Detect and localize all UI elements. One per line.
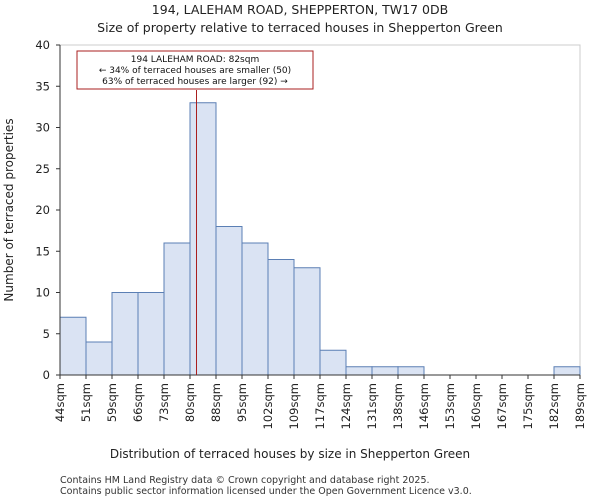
annotation-line-2: ← 34% of terraced houses are smaller (50… — [99, 66, 291, 76]
footer-line-2: Contains public sector information licen… — [60, 486, 472, 497]
axes: 0 5 10 15 20 25 30 35 40 44sqm 51sqm 59sqm 66sqm 73sq… — [35, 38, 587, 429]
x-tick-label: 131sqm — [365, 383, 379, 429]
footer-line-1: Contains HM Land Registry data © Crown c… — [60, 475, 430, 486]
y-tick-label: 30 — [35, 121, 50, 135]
bar-44sqm — [59, 316, 87, 376]
x-tick-label: 88sqm — [209, 383, 223, 422]
x-axis-label: Distribution of terraced houses by size … — [110, 447, 470, 461]
annotation-frame — [76, 50, 314, 90]
y-tick-label: 20 — [35, 203, 50, 217]
x-tick-label: 73sqm — [157, 383, 171, 422]
x-tick-label: 80sqm — [183, 383, 197, 422]
x-tick-label: 138sqm — [391, 383, 405, 429]
annotation-box: 194 LALEHAM ROAD: 82sqm ← 34% of terrace… — [76, 50, 314, 90]
x-tick-label: 182sqm — [547, 383, 561, 429]
x-tick-label: 51sqm — [79, 383, 93, 422]
x-tick-label: 146sqm — [417, 383, 431, 429]
x-tick-label: 44sqm — [53, 383, 67, 422]
y-tick-label: 0 — [43, 368, 50, 382]
annotation-line-3: 63% of terraced houses are larger (92) → — [102, 77, 288, 87]
bar-80sqm — [189, 102, 217, 376]
x-tick-label: 189sqm — [573, 383, 587, 429]
bar-117sqm — [319, 349, 347, 376]
y-tick-label: 15 — [35, 244, 50, 258]
y-tick-label: 5 — [43, 327, 50, 341]
x-tick-label: 59sqm — [105, 383, 119, 422]
bar-182sqm — [553, 366, 581, 376]
bar-66sqm — [137, 292, 165, 376]
bar-131sqm — [371, 366, 399, 376]
bars — [59, 102, 581, 376]
x-tick-label: 167sqm — [495, 383, 509, 429]
x-tick-label: 95sqm — [235, 383, 249, 422]
bar-88sqm — [215, 226, 243, 376]
bar-102sqm — [267, 259, 295, 376]
x-tick-label: 109sqm — [287, 383, 301, 429]
chart-title: 194, LALEHAM ROAD, SHEPPERTON, TW17 0DB — [152, 2, 448, 17]
y-tick-label: 25 — [35, 162, 50, 176]
x-tick-label: 102sqm — [261, 383, 275, 429]
bar-95sqm — [241, 242, 269, 376]
x-tick-label: 117sqm — [313, 383, 327, 429]
y-tick-label: 40 — [35, 38, 50, 52]
bar-124sqm — [345, 366, 373, 376]
x-tick-label: 175sqm — [521, 383, 535, 429]
bar-51sqm — [85, 341, 113, 376]
bar-138sqm — [397, 366, 425, 376]
x-tick-label: 153sqm — [443, 383, 457, 429]
x-tick-label: 66sqm — [131, 383, 145, 422]
x-tick-label: 160sqm — [469, 383, 483, 429]
chart-subtitle: Size of property relative to terraced ho… — [97, 20, 503, 35]
bar-59sqm — [111, 292, 139, 376]
y-tick-label: 10 — [35, 286, 50, 300]
annotation-line-1: 194 LALEHAM ROAD: 82sqm — [131, 55, 259, 65]
x-tick-label: 124sqm — [339, 383, 353, 429]
y-axis-label: Number of terraced properties — [2, 118, 16, 301]
bar-109sqm — [293, 267, 321, 376]
bar-73sqm — [163, 242, 191, 376]
y-tick-label: 35 — [35, 79, 50, 93]
